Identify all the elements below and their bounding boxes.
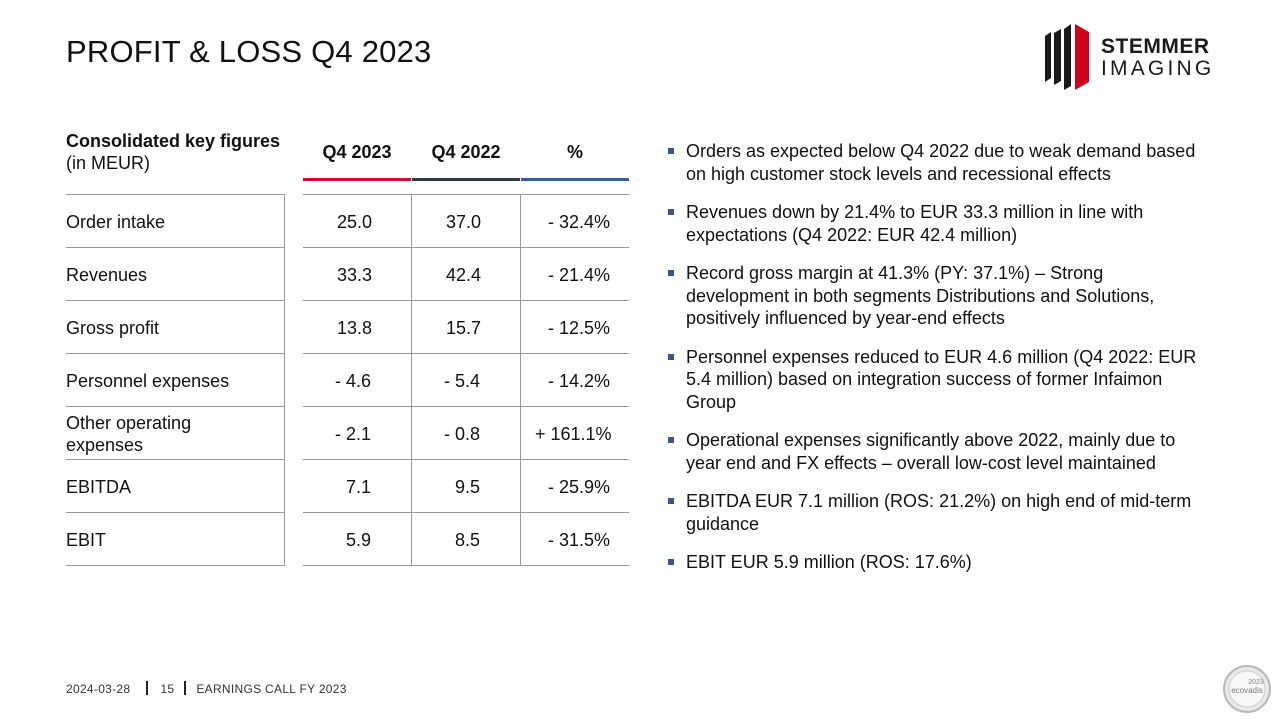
cell-gross-profit-q4-2022: 15.7	[446, 318, 482, 338]
bullet-item: EBIT EUR 5.9 million (ROS: 17.6%)	[668, 551, 1208, 574]
footer-page-number: 15	[160, 682, 175, 696]
cell-revenues-q4-2022: 42.4	[446, 265, 482, 285]
underline-q4-2023	[303, 178, 411, 181]
cell-order-intake-pct: - 32.4%	[548, 212, 611, 232]
cell-order-intake-q4-2023: 25.0	[337, 212, 373, 232]
footer-event: EARNINGS CALL FY 2023	[196, 682, 347, 696]
table-header-unit: (in MEUR)	[66, 153, 150, 173]
footer: 2024-03-28 15 EARNINGS CALL FY 2023	[66, 681, 347, 696]
table-header-title: Consolidated key figures	[66, 131, 281, 151]
cell-ebit-q4-2023: 5.9	[346, 530, 372, 550]
underline-percent	[521, 178, 629, 181]
column-divider	[520, 194, 521, 566]
row-divider	[66, 300, 284, 301]
footer-separator	[184, 681, 187, 695]
row-divider	[303, 300, 629, 301]
stemmer-imaging-logo: STEMMER IMAGING	[1045, 24, 1225, 90]
cell-personnel-expenses-q4-2022: - 5.4	[444, 371, 481, 391]
row-label-revenues: Revenues	[66, 265, 148, 285]
bullet-square-icon	[668, 270, 674, 276]
row-label-gross-profit: Gross profit	[66, 318, 160, 338]
cell-gross-profit-q4-2023: 13.8	[337, 318, 373, 338]
bullet-item: Operational expenses significantly above…	[668, 429, 1208, 474]
row-label-ebit: EBIT	[66, 530, 107, 550]
cell-ebit-pct: - 31.5%	[548, 530, 611, 550]
row-divider	[66, 353, 284, 354]
ecovadis-medal-badge: 2023 ecovadis	[1222, 664, 1272, 714]
cell-ebitda-pct: - 25.9%	[548, 477, 611, 497]
column-header-q4-2023: Q4 2023	[322, 142, 392, 162]
row-divider	[66, 459, 284, 460]
bullet-square-icon	[668, 353, 674, 360]
row-label-ebitda: EBITDA	[66, 477, 132, 497]
table-header-label: Consolidated key figures (in MEUR)	[66, 130, 280, 174]
cell-ebitda-q4-2023: 7.1	[346, 477, 372, 497]
bullet-item: EBITDA EUR 7.1 million (ROS: 21.2%) on h…	[668, 490, 1208, 535]
badge-brand: ecovadis	[1231, 686, 1263, 695]
page-title: PROFIT & LOSS Q4 2023	[66, 34, 432, 69]
medal-icon: 2023 ecovadis	[1223, 665, 1271, 713]
bullet-square-icon	[668, 209, 674, 215]
bullet-square-icon	[668, 437, 674, 443]
row-divider	[66, 565, 284, 566]
row-label-order-intake: Order intake	[66, 212, 166, 232]
row-divider	[303, 194, 629, 195]
bullet-square-icon	[668, 559, 674, 565]
cell-personnel-expenses-pct: - 14.2%	[548, 371, 611, 391]
cell-ebitda-q4-2022: 9.5	[455, 477, 481, 497]
bullet-item: Revenues down by 21.4% to EUR 33.3 milli…	[668, 201, 1208, 246]
cell-personnel-expenses-q4-2023: - 4.6	[335, 371, 372, 391]
column-divider	[411, 194, 412, 566]
row-divider	[303, 353, 629, 354]
underline-q4-2022	[412, 178, 520, 181]
cell-other-operating-expenses-q4-2023: - 2.1	[335, 424, 372, 444]
bullet-square-icon	[668, 498, 674, 504]
row-divider	[303, 459, 629, 460]
cell-order-intake-q4-2022: 37.0	[446, 212, 482, 232]
logo-mark-icon	[1045, 24, 1089, 90]
bullet-item: Orders as expected below Q4 2022 due to …	[668, 140, 1208, 185]
row-divider	[66, 512, 284, 513]
footer-separator	[146, 681, 149, 695]
footer-date: 2024-03-28	[66, 682, 131, 696]
row-divider	[66, 194, 284, 195]
row-divider	[66, 406, 284, 407]
commentary-bullet-list: Orders as expected below Q4 2022 due to …	[668, 140, 1208, 590]
row-divider	[303, 565, 629, 566]
bullet-square-icon	[668, 148, 674, 154]
cell-other-operating-expenses-q4-2022: - 0.8	[444, 424, 481, 444]
column-header-q4-2022: Q4 2022	[431, 142, 501, 162]
cell-ebit-q4-2022: 8.5	[455, 530, 481, 550]
column-divider	[284, 194, 285, 566]
column-header-percent: %	[566, 142, 583, 162]
bullet-item: Personnel expenses reduced to EUR 4.6 mi…	[668, 346, 1208, 414]
row-divider	[303, 512, 629, 513]
row-label-personnel-expenses: Personnel expenses	[66, 371, 230, 391]
bullet-item: Record gross margin at 41.3% (PY: 37.1%)…	[668, 262, 1208, 330]
cell-revenues-q4-2023: 33.3	[337, 265, 373, 285]
row-divider	[303, 406, 629, 407]
cell-gross-profit-pct: - 12.5%	[548, 318, 611, 338]
row-divider	[303, 247, 629, 248]
cell-other-operating-expenses-pct: + 161.1%	[535, 424, 612, 444]
badge-year: 2023	[1248, 679, 1264, 686]
row-label-other-operating-expenses: Other operating expenses	[66, 413, 192, 455]
cell-revenues-pct: - 21.4%	[548, 265, 611, 285]
row-divider	[66, 247, 284, 248]
logo-text-imaging: IMAGING	[1101, 57, 1215, 80]
logo-text-stemmer: STEMMER	[1101, 35, 1210, 58]
